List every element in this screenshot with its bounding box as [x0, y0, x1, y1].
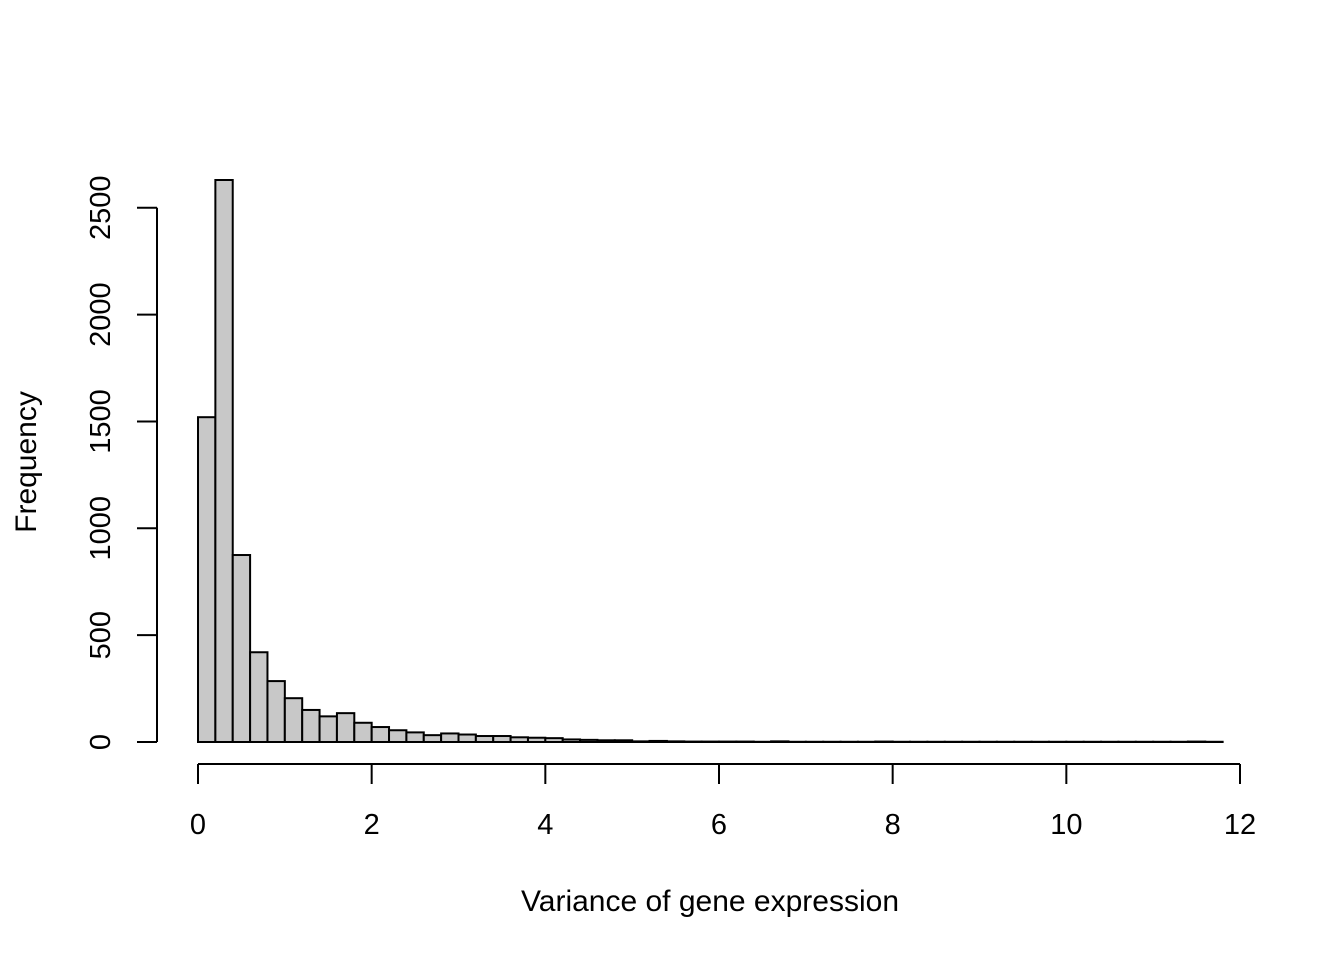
histogram-bar — [231, 554, 252, 744]
x-axis-title: Variance of gene expression — [521, 885, 899, 918]
histogram-bar — [509, 736, 529, 744]
x-tick-label: 4 — [537, 809, 553, 841]
histogram-bar — [283, 697, 304, 743]
histogram-bar — [266, 680, 286, 744]
histogram-bar — [301, 708, 321, 744]
y-tick-label: 2000 — [85, 282, 117, 347]
y-tick-label: 1500 — [85, 389, 117, 454]
histogram-bar — [197, 416, 217, 743]
histogram-bar — [648, 739, 668, 744]
histogram-bar — [457, 733, 477, 744]
y-axis-title: Frequency — [10, 391, 43, 533]
histogram-bar — [335, 712, 356, 744]
histogram-bar — [770, 740, 790, 744]
y-axis: 0 500 1000 1500 2000 2500 — [85, 176, 158, 750]
x-axis: 0 2 4 6 8 10 12 — [190, 763, 1256, 841]
histogram-bar — [474, 735, 495, 743]
histogram-bar — [214, 179, 234, 743]
x-tick-label: 8 — [885, 809, 901, 841]
histogram-bar — [318, 715, 338, 744]
histogram-bar — [613, 739, 634, 743]
histogram-bar — [422, 734, 443, 744]
histogram-bar — [561, 738, 582, 743]
y-tick-label: 500 — [85, 611, 117, 659]
histogram-bar — [665, 740, 686, 744]
x-tick-label: 0 — [190, 809, 206, 841]
y-tick-label: 2500 — [85, 176, 117, 241]
histogram-bar — [388, 729, 408, 743]
histogram-bar — [631, 740, 651, 744]
histogram-bar — [579, 738, 599, 743]
histogram-bar — [526, 736, 547, 744]
histogram-bar — [405, 731, 425, 744]
histogram-bars — [197, 179, 1224, 744]
x-tick-label: 12 — [1224, 809, 1256, 841]
histogram-bar — [440, 732, 460, 743]
histogram-bar — [492, 735, 512, 743]
y-tick-label: 0 — [85, 734, 117, 750]
histogram-bar — [544, 737, 564, 744]
histogram-bar — [596, 739, 616, 743]
x-tick-label: 10 — [1050, 809, 1082, 841]
histogram-bar — [353, 721, 373, 744]
y-tick-label: 1000 — [85, 496, 117, 561]
x-tick-label: 2 — [364, 809, 380, 841]
histogram-bar — [370, 726, 391, 743]
histogram-bar — [249, 651, 269, 744]
x-tick-label: 6 — [711, 809, 727, 841]
